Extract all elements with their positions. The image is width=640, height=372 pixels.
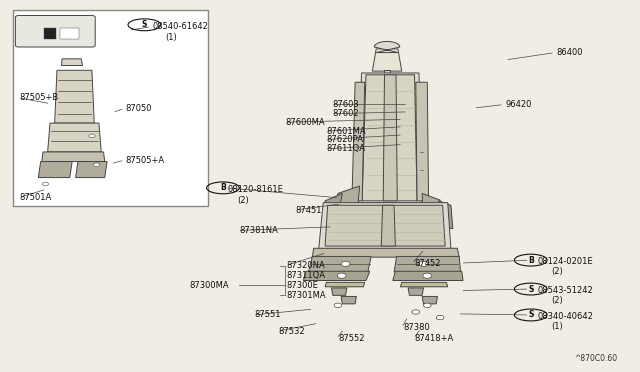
Polygon shape [381, 205, 396, 246]
Polygon shape [439, 201, 453, 229]
Polygon shape [394, 256, 461, 272]
Text: 87311QA: 87311QA [287, 271, 326, 280]
Bar [44, 29, 56, 39]
Text: ^870C0.60: ^870C0.60 [574, 354, 617, 363]
FancyBboxPatch shape [13, 10, 208, 206]
Polygon shape [47, 123, 101, 152]
Bar [60, 29, 79, 39]
Text: 87552: 87552 [338, 334, 364, 343]
Text: 87501A: 87501A [20, 193, 52, 202]
Text: (2): (2) [237, 196, 249, 205]
Polygon shape [401, 282, 448, 287]
Polygon shape [308, 256, 371, 272]
Circle shape [436, 315, 444, 320]
Polygon shape [362, 75, 417, 201]
Polygon shape [352, 82, 365, 201]
Text: (2): (2) [551, 296, 563, 305]
Text: 87505+B: 87505+B [20, 93, 59, 102]
Polygon shape [374, 42, 400, 52]
Text: 87452: 87452 [415, 259, 441, 268]
Text: 87418+A: 87418+A [415, 334, 454, 343]
Circle shape [423, 273, 432, 278]
Polygon shape [312, 248, 460, 257]
Text: 87532: 87532 [278, 327, 305, 336]
Polygon shape [341, 296, 356, 304]
Polygon shape [325, 282, 365, 287]
Polygon shape [54, 70, 94, 123]
Polygon shape [385, 70, 390, 78]
Polygon shape [319, 203, 451, 249]
Text: 96420: 96420 [505, 100, 532, 109]
Polygon shape [325, 205, 445, 246]
Text: 08120-8161E: 08120-8161E [227, 185, 284, 194]
Text: (1): (1) [551, 321, 563, 331]
Polygon shape [416, 82, 429, 201]
Polygon shape [76, 161, 107, 177]
Polygon shape [393, 271, 463, 280]
Text: 86400: 86400 [556, 48, 583, 57]
Circle shape [412, 310, 420, 314]
Circle shape [89, 134, 95, 138]
Polygon shape [357, 73, 422, 203]
Text: ~: ~ [418, 168, 424, 174]
Polygon shape [422, 296, 438, 304]
Text: 87551: 87551 [255, 311, 282, 320]
Circle shape [419, 261, 428, 266]
Polygon shape [372, 49, 402, 71]
Polygon shape [323, 193, 342, 221]
Text: 87601MA: 87601MA [326, 126, 366, 136]
Polygon shape [38, 161, 72, 177]
Text: 87300E: 87300E [287, 281, 319, 290]
Text: S: S [141, 20, 147, 29]
Text: 87300MA: 87300MA [189, 281, 228, 290]
Text: S: S [528, 285, 533, 294]
Polygon shape [303, 271, 370, 280]
Text: 87050: 87050 [126, 104, 152, 113]
Text: B: B [220, 183, 226, 192]
Text: 87603: 87603 [333, 100, 360, 109]
FancyBboxPatch shape [15, 16, 95, 47]
Circle shape [341, 261, 350, 266]
Circle shape [42, 182, 49, 186]
Circle shape [334, 303, 342, 308]
Text: 87301MA: 87301MA [287, 291, 326, 300]
Polygon shape [383, 75, 397, 201]
Text: 08543-51242: 08543-51242 [537, 286, 593, 295]
Text: B: B [528, 256, 534, 264]
Polygon shape [335, 186, 360, 219]
Text: 87381NA: 87381NA [239, 226, 278, 235]
Text: 87620PA: 87620PA [326, 135, 364, 144]
Text: 87320NA: 87320NA [287, 261, 326, 270]
Polygon shape [422, 193, 443, 227]
Polygon shape [61, 59, 83, 65]
Polygon shape [42, 152, 105, 161]
Circle shape [424, 303, 431, 308]
Text: 87505+A: 87505+A [126, 155, 165, 164]
Text: 08540-61642: 08540-61642 [153, 22, 209, 31]
Text: 87380: 87380 [403, 323, 430, 332]
Text: 87451: 87451 [296, 206, 322, 215]
Text: (1): (1) [166, 32, 177, 42]
Text: S: S [528, 311, 533, 320]
Text: 87600MA: 87600MA [285, 118, 325, 127]
Text: 87611QA: 87611QA [326, 144, 365, 153]
Text: 08124-0201E: 08124-0201E [537, 257, 593, 266]
Circle shape [337, 273, 346, 278]
Text: ~: ~ [418, 150, 424, 155]
Text: 08340-40642: 08340-40642 [537, 312, 593, 321]
Text: (2): (2) [551, 267, 563, 276]
Text: 87602: 87602 [333, 109, 360, 118]
Polygon shape [332, 288, 347, 295]
Polygon shape [408, 288, 424, 295]
Circle shape [93, 163, 100, 167]
